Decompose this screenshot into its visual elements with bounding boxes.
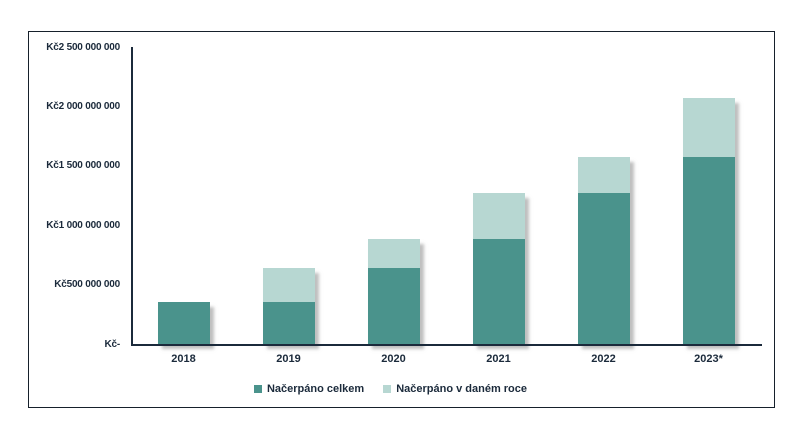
bar-segment-v-danem-roce-2019 <box>262 267 315 302</box>
bar-segment-v-danem-roce-2020 <box>367 238 420 268</box>
legend-label-nacerpano-celkem: Načerpáno celkem <box>266 383 365 395</box>
x-tick-label: 2021 <box>486 353 511 365</box>
bar-segment-celkem-2018 <box>157 301 210 344</box>
legend-item-nacerpano-v-danem-roce: Načerpáno v daném roce <box>383 383 527 395</box>
bar-segment-celkem-2022 <box>577 192 630 344</box>
bar-segment-celkem-2019 <box>262 301 315 344</box>
bar-2021 <box>472 192 525 344</box>
bar-2023 <box>682 98 735 344</box>
x-tick-label: 2018 <box>171 353 196 365</box>
bar-segment-celkem-2023 <box>682 156 735 344</box>
y-tick-label: Kč2 500 000 000 <box>46 41 120 53</box>
bar-2018 <box>157 301 210 344</box>
bar-segment-celkem-2021 <box>472 238 525 344</box>
x-tick-label: 2023* <box>694 353 723 365</box>
bar-2020 <box>367 238 420 344</box>
x-tick-label: 2019 <box>276 353 301 365</box>
y-tick-label: Kč- <box>104 338 120 350</box>
legend-item-nacerpano-celkem: Načerpáno celkem <box>253 383 365 395</box>
chart-frame: Kč- Kč500 000 000 Kč1 000 000 000 Kč1 500 0… <box>28 31 775 408</box>
x-axis-line <box>131 344 762 346</box>
bar-2019 <box>262 267 315 344</box>
bar-segment-v-danem-roce-2023 <box>682 98 735 157</box>
legend: Načerpáno celkem Načerpáno v daném roce <box>18 383 763 395</box>
y-tick-label: Kč1 000 000 000 <box>46 219 120 231</box>
y-tick-label: Kč500 000 000 <box>54 279 120 291</box>
legend-swatch-nacerpano-celkem <box>253 385 262 393</box>
bar-segment-v-danem-roce-2021 <box>472 192 525 239</box>
x-tick-label: 2020 <box>381 353 406 365</box>
legend-swatch-nacerpano-v-danem-roce <box>383 385 392 393</box>
x-tick-label: 2022 <box>591 353 616 365</box>
legend-label-nacerpano-v-danem-roce: Načerpáno v daném roce <box>396 383 528 395</box>
y-axis-line <box>131 47 133 345</box>
bar-2022 <box>577 156 630 344</box>
y-tick-label: Kč2 000 000 000 <box>46 100 120 112</box>
y-tick-label: Kč1 500 000 000 <box>46 160 120 172</box>
bar-segment-celkem-2020 <box>367 267 420 344</box>
bar-segment-v-danem-roce-2022 <box>577 156 630 193</box>
